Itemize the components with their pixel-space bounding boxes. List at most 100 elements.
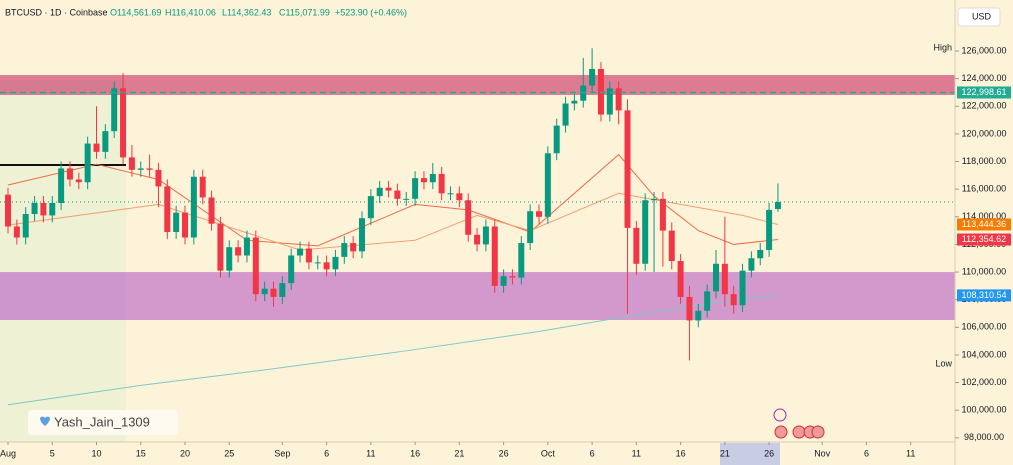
moving-average (7, 294, 779, 406)
candle-body (589, 68, 596, 86)
candle-body (766, 209, 773, 250)
candle-body (695, 310, 702, 321)
event-icon[interactable] (811, 425, 825, 439)
candle-body (235, 247, 242, 256)
candle-body (5, 194, 11, 227)
moving-average (7, 192, 779, 251)
ohlc-close: C115,071.99 (279, 7, 330, 17)
candle-body (332, 256, 339, 270)
candle-body (49, 202, 56, 216)
symbol: BTCUSD · 1D · Coinbase (5, 7, 108, 17)
candle-body (474, 234, 481, 245)
y-tick-label: 114,000.00 (962, 211, 1006, 221)
x-tick-label: 11 (366, 448, 375, 458)
candle-body (465, 200, 472, 235)
candle-body (350, 243, 357, 252)
x-tick-label: 11 (906, 448, 915, 458)
candle-body (500, 276, 507, 286)
candle-body (651, 198, 658, 201)
ohlc-open: O114,561.69 (110, 7, 161, 17)
candle-body (173, 212, 180, 232)
x-tick-label: 5 (50, 448, 55, 458)
x-tick-label: Sep (274, 448, 290, 458)
candle-body (243, 237, 250, 256)
candle-body (270, 288, 277, 297)
candle-body (22, 214, 29, 238)
candle-body (544, 153, 551, 217)
candle-body (217, 223, 224, 271)
price-badge (957, 218, 1011, 231)
price-badge (957, 289, 1011, 302)
plot (0, 48, 955, 406)
event-icon[interactable] (774, 425, 788, 439)
candle-body (447, 193, 454, 195)
candle-body (84, 143, 91, 183)
candle-body (146, 168, 153, 170)
ohlc-high: H116,410.06 (165, 7, 216, 17)
candle-body (677, 261, 684, 297)
x-tick-label: 26 (499, 448, 509, 458)
y-tick-label: 116,000.00 (962, 184, 1006, 194)
x-tick-label: 26 (764, 448, 774, 458)
candle-body (359, 218, 365, 252)
y-tick-label: 126,000.00 (961, 45, 1006, 55)
x-tick-label: Aug (0, 448, 16, 458)
watermark: Yash_Jain_1309 (54, 414, 150, 429)
x-tick-label: 21 (720, 448, 730, 458)
currency-button[interactable] (957, 7, 1001, 27)
candle-body (75, 179, 82, 183)
candle-body (429, 173, 436, 183)
candle-body (704, 291, 711, 311)
zone (0, 75, 955, 95)
candle-body (606, 88, 613, 115)
candle-body (199, 176, 206, 198)
candle-body (713, 263, 719, 292)
y-tick-label: 106,000.00 (961, 322, 1006, 332)
low-label: Low (935, 358, 952, 368)
candle-body (420, 178, 427, 183)
candle-body (120, 88, 127, 158)
candle-body (297, 248, 304, 256)
x-tick-label: 16 (410, 448, 420, 458)
candle-body (774, 201, 781, 210)
x-tick-label: 16 (676, 448, 686, 458)
y-tick-label: 110,000.00 (962, 266, 1006, 276)
x-tick-label: 6 (324, 448, 329, 458)
candle-body (668, 230, 675, 262)
candle-body (279, 283, 286, 297)
zone (0, 272, 955, 321)
event-icon[interactable] (792, 425, 806, 439)
candle-body (341, 243, 348, 257)
candle-body (111, 88, 118, 132)
event-icon[interactable] (773, 408, 787, 422)
x-tick-label: 10 (91, 448, 101, 458)
candle-body (757, 249, 764, 259)
y-tick-label: 100,000.00 (961, 405, 1006, 415)
candle-body (456, 193, 463, 201)
candle-body (633, 227, 640, 264)
candle-body (93, 143, 100, 152)
currency[interactable]: USD (972, 11, 992, 21)
candle-body (527, 211, 534, 244)
candle-body (40, 202, 47, 216)
x-range-highlight (720, 443, 780, 465)
candle-body (288, 255, 295, 284)
y-tick-label: 98,000.00 (964, 432, 1004, 442)
change: +523.90 (+0.46%) (335, 7, 407, 17)
x-tick-label: 20 (180, 448, 190, 458)
candle-body (182, 212, 188, 238)
ohlc-low: L114,362.43 (222, 7, 271, 17)
x-tick-label: 6 (864, 448, 869, 458)
candle-body (412, 178, 419, 199)
candle-body (155, 169, 162, 187)
candle-body (615, 88, 622, 111)
candle-body (721, 263, 728, 295)
candle-body (367, 196, 374, 219)
candle-body (518, 243, 525, 278)
candle-body (509, 276, 516, 278)
x-tick-label: 15 (136, 448, 146, 458)
price-badge (957, 233, 1011, 246)
y-tick-label: 118,000.00 (962, 156, 1006, 166)
